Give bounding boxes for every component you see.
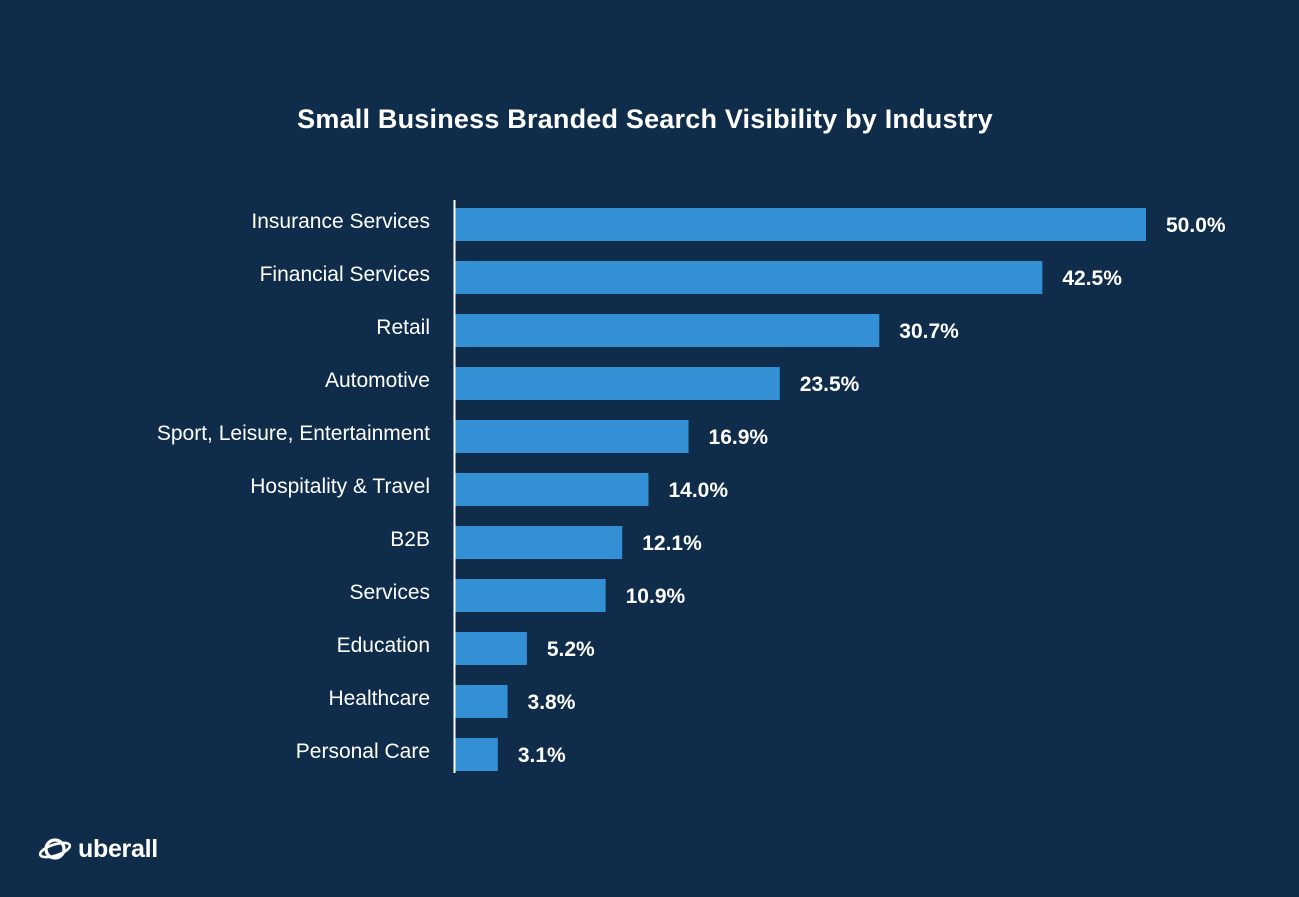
bar (455, 367, 780, 400)
value-label: 3.1% (518, 744, 566, 767)
bar (455, 526, 623, 559)
value-label: 10.9% (626, 585, 686, 608)
value-label: 30.7% (899, 320, 959, 343)
category-label: Services (349, 581, 430, 604)
brand-logo: uberall (38, 832, 158, 866)
bar (455, 473, 649, 506)
value-label: 16.9% (709, 426, 769, 449)
bar (455, 579, 606, 612)
category-label: Sport, Leisure, Entertainment (157, 422, 430, 445)
value-label: 5.2% (547, 638, 595, 661)
bar (455, 632, 527, 665)
value-label: 23.5% (800, 373, 860, 396)
value-label: 42.5% (1062, 267, 1122, 290)
category-label: Automotive (325, 369, 430, 392)
bar (455, 208, 1146, 241)
category-label: Personal Care (296, 740, 430, 763)
bar (455, 420, 689, 453)
bar (455, 261, 1043, 294)
category-label: Hospitality & Travel (250, 475, 430, 498)
category-label: B2B (390, 528, 430, 551)
category-label: Retail (376, 316, 430, 339)
value-label: 50.0% (1166, 214, 1226, 237)
value-label: 12.1% (642, 532, 702, 555)
bar (455, 314, 880, 347)
category-label: Insurance Services (251, 210, 430, 233)
value-label: 14.0% (668, 479, 728, 502)
chart-title: Small Business Branded Search Visibility… (297, 104, 993, 134)
uberall-planet-icon (38, 838, 72, 860)
category-label: Financial Services (260, 263, 430, 286)
bars-layer: Insurance Services 50.0% Financial Service… (157, 208, 1226, 771)
value-label: 3.8% (528, 691, 576, 714)
bar (455, 738, 498, 771)
category-label: Healthcare (328, 687, 430, 710)
bar (455, 685, 508, 718)
category-label: Education (337, 634, 430, 657)
logo-text: uberall (78, 834, 158, 863)
